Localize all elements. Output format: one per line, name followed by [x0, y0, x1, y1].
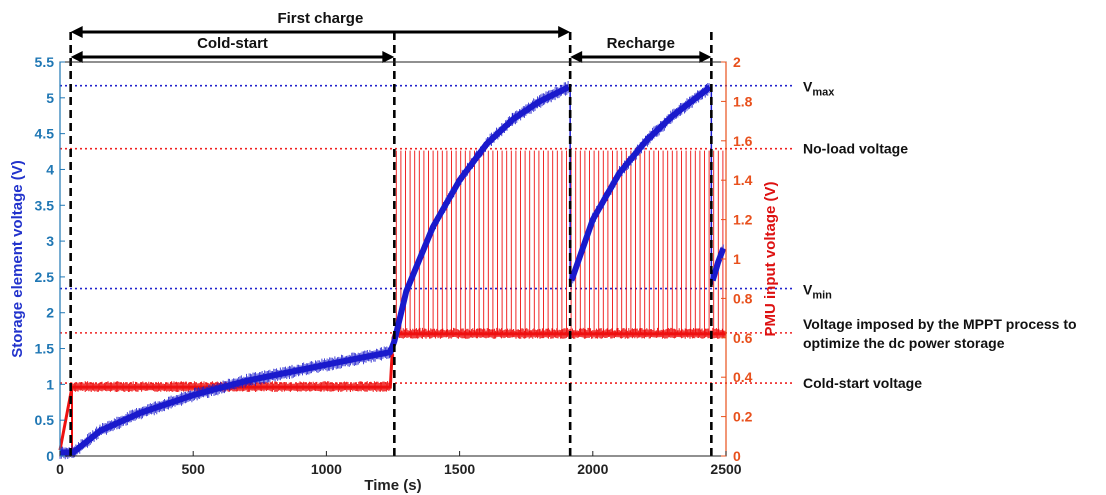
y-right-tick-label: 0.4 — [733, 369, 753, 385]
reference-label-subscript: max — [812, 87, 835, 99]
y-left-tick-label: 4 — [46, 161, 54, 177]
y-left-tick-label: 3.5 — [35, 197, 55, 213]
phase-label: Recharge — [607, 35, 675, 52]
storage-voltage-band — [712, 244, 724, 285]
phase-arrow-head-right — [699, 51, 712, 63]
reference-label: optimize the dc power storage — [803, 335, 1005, 351]
y-right-tick-label: 1.6 — [733, 133, 753, 149]
y-right-tick-label: 0.6 — [733, 330, 753, 346]
y-left-tick-label: 2 — [46, 305, 54, 321]
phase-label: First charge — [277, 10, 363, 27]
x-tick-label: 1000 — [311, 461, 342, 477]
x-tick-label: 0 — [56, 461, 64, 477]
reference-label: Vmax — [803, 79, 835, 99]
y-left-tick-label: 3 — [46, 233, 54, 249]
y-left-tick-label: 5 — [46, 90, 54, 106]
pmu-input-voltage-pulses — [395, 150, 724, 334]
y-right-tick-label: 1 — [733, 251, 741, 267]
reference-label: No-load voltage — [803, 141, 908, 157]
phase-annotations: First charge Cold-start Recharge — [70, 10, 712, 63]
reference-label: Voltage imposed by the MPPT process to — [803, 316, 1077, 332]
data-series — [58, 81, 727, 460]
y-right-tick-label: 0.8 — [733, 290, 753, 306]
y-left-tick-label: 0 — [46, 448, 54, 464]
x-axis-label: Time (s) — [364, 477, 421, 494]
y-axis-right-label: PMU input voltage (V) — [762, 182, 779, 337]
reference-label-subscript: min — [812, 290, 832, 302]
vertical-markers — [69, 32, 713, 456]
y-left-tick-label: 2.5 — [35, 269, 55, 285]
x-tick-label: 1500 — [444, 461, 475, 477]
y-right-tick-label: 1.4 — [733, 172, 753, 188]
y-right-tick-label: 2 — [733, 54, 741, 70]
x-tick-label: 2500 — [710, 461, 741, 477]
pmu-input-voltage-band — [71, 327, 727, 392]
reference-label: Cold-start voltage — [803, 375, 922, 391]
x-tick-label: 2000 — [577, 461, 608, 477]
phase-arrow-head-right — [558, 26, 571, 38]
storage-voltage-line — [568, 84, 712, 282]
phase-arrow-head-left — [570, 51, 583, 63]
y-right-tick-label: 0.2 — [733, 409, 753, 425]
phase-arrow-head-left — [70, 26, 83, 38]
axis-ticks: 0 500 1000 1500 2000 250000.511.522.533.544.5… — [35, 54, 753, 477]
y-right-tick-label: 1.2 — [733, 212, 753, 228]
y-left-tick-label: 5.5 — [35, 54, 55, 70]
y-left-tick-label: 0.5 — [35, 412, 55, 428]
y-left-tick-label: 1 — [46, 376, 54, 392]
y-left-tick-label: 4.5 — [35, 126, 55, 142]
reference-label: Vmin — [803, 282, 832, 302]
reference-lines: Vmax No-load voltage Vmin Voltage imposed b… — [60, 79, 1077, 391]
y-left-tick-label: 1.5 — [35, 341, 55, 357]
y-right-tick-label: 0 — [733, 448, 741, 464]
phase-label: Cold-start — [197, 35, 268, 52]
storage-voltage-band — [571, 83, 710, 287]
y-right-tick-label: 1.8 — [733, 93, 753, 109]
phase-arrow-head-right — [382, 51, 395, 63]
x-tick-label: 500 — [182, 461, 206, 477]
y-axis-left-label: Storage element voltage (V) — [9, 160, 26, 358]
phase-arrow-head-left — [70, 51, 83, 63]
